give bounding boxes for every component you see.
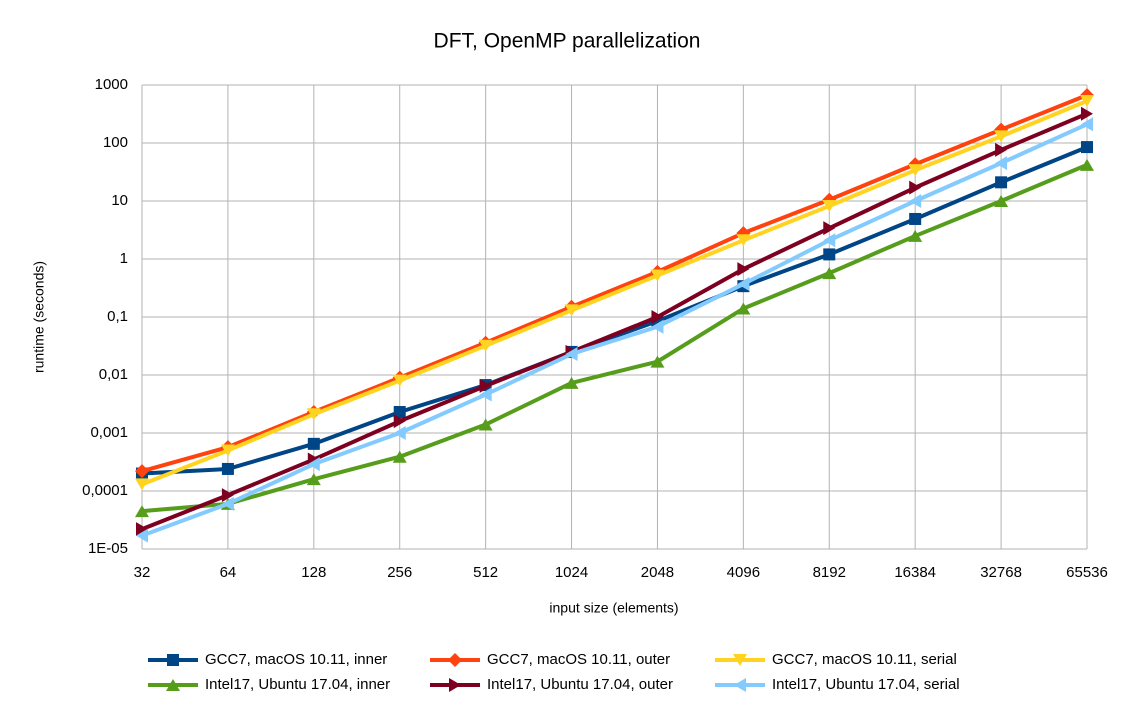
data-point: [565, 347, 578, 362]
data-point: [136, 528, 148, 543]
legend-marker: [449, 678, 461, 692]
data-point: [1081, 117, 1093, 132]
data-point: [909, 194, 922, 208]
data-point: [908, 229, 923, 242]
x-axis-title: input size (elements): [549, 600, 678, 616]
data-point: [823, 248, 836, 261]
series-line: [141, 111, 1088, 531]
y-tick-label: 100: [103, 134, 128, 151]
data-point: [650, 355, 665, 368]
data-point: [307, 437, 320, 450]
series-line: [141, 99, 1088, 487]
data-point: [737, 277, 750, 292]
data-point: [393, 414, 406, 429]
data-point: [736, 234, 751, 247]
data-point: [221, 462, 234, 475]
data-point: [909, 180, 922, 195]
data-point: [478, 339, 493, 352]
data-point: [135, 505, 149, 518]
legend-label: GCC7, macOS 10.11, outer: [487, 651, 670, 668]
x-tick-label: 64: [220, 564, 237, 581]
x-tick-label: 512: [473, 564, 498, 581]
legend-label: GCC7, macOS 10.11, inner: [205, 651, 387, 668]
y-tick-label: 0,1: [107, 308, 128, 325]
data-point: [564, 304, 579, 317]
data-point: [136, 522, 148, 537]
data-point: [1081, 106, 1093, 121]
legend-label: Intel17, Ubuntu 17.04, inner: [205, 676, 390, 693]
data-point: [564, 376, 579, 389]
y-tick-label: 1000: [95, 76, 128, 93]
series-line: [141, 93, 1088, 474]
data-point: [221, 488, 234, 503]
x-tick-label: 1024: [555, 564, 588, 581]
legend-label: Intel17, Ubuntu 17.04, outer: [487, 676, 673, 693]
data-point: [909, 212, 922, 225]
series-line: [141, 163, 1088, 514]
data-point: [393, 406, 406, 419]
data-point: [995, 142, 1008, 157]
y-tick-label: 0,001: [90, 424, 128, 441]
data-point: [908, 164, 923, 177]
data-point: [307, 457, 320, 472]
data-point: [306, 408, 321, 421]
data-point: [995, 176, 1008, 189]
data-point: [478, 418, 493, 431]
y-tick-label: 1E-05: [88, 540, 128, 557]
data-point: [135, 464, 149, 479]
data-point: [479, 387, 492, 402]
data-point: [822, 267, 837, 280]
legend-marker: [734, 678, 746, 692]
data-point: [221, 496, 234, 511]
y-tick-label: 10: [111, 192, 128, 209]
data-point: [306, 473, 321, 486]
data-point: [651, 319, 664, 334]
x-tick-label: 32768: [980, 564, 1022, 581]
x-tick-label: 4096: [727, 564, 760, 581]
x-tick-label: 65536: [1066, 564, 1108, 581]
chart-title: DFT, OpenMP parallelization: [434, 30, 701, 53]
x-tick-label: 8192: [813, 564, 846, 581]
data-point: [650, 269, 665, 282]
data-point: [651, 310, 664, 324]
data-point: [479, 378, 492, 393]
data-point: [823, 221, 836, 236]
data-point: [135, 478, 149, 491]
legend-marker: [448, 653, 462, 667]
legend-label: GCC7, macOS 10.11, serial: [772, 651, 957, 668]
data-point: [822, 199, 837, 212]
y-tick-label: 0,01: [99, 366, 128, 383]
data-point: [995, 156, 1008, 171]
legend-marker: [167, 654, 179, 666]
data-point: [220, 444, 235, 457]
y-tick-label: 0,0001: [82, 482, 128, 499]
data-point: [994, 195, 1009, 207]
y-tick-label: 1: [120, 250, 128, 267]
data-point: [392, 450, 407, 463]
data-point: [1081, 141, 1093, 154]
data-point: [994, 130, 1009, 143]
legend-marker: [733, 654, 747, 666]
y-axis-title: runtime (seconds): [31, 261, 47, 373]
x-tick-label: 128: [301, 564, 326, 581]
legend-marker: [166, 679, 180, 691]
data-point: [392, 374, 407, 387]
data-point: [823, 233, 836, 248]
data-point: [393, 426, 406, 440]
legend-label: Intel17, Ubuntu 17.04, serial: [772, 676, 960, 693]
data-point: [736, 302, 751, 315]
x-tick-label: 16384: [894, 564, 936, 581]
x-tick-label: 2048: [641, 564, 674, 581]
data-point: [1080, 94, 1094, 107]
series-line: [141, 122, 1088, 538]
data-point: [1080, 158, 1094, 171]
data-point: [737, 262, 750, 277]
x-tick-label: 256: [387, 564, 412, 581]
x-tick-label: 32: [134, 564, 151, 581]
